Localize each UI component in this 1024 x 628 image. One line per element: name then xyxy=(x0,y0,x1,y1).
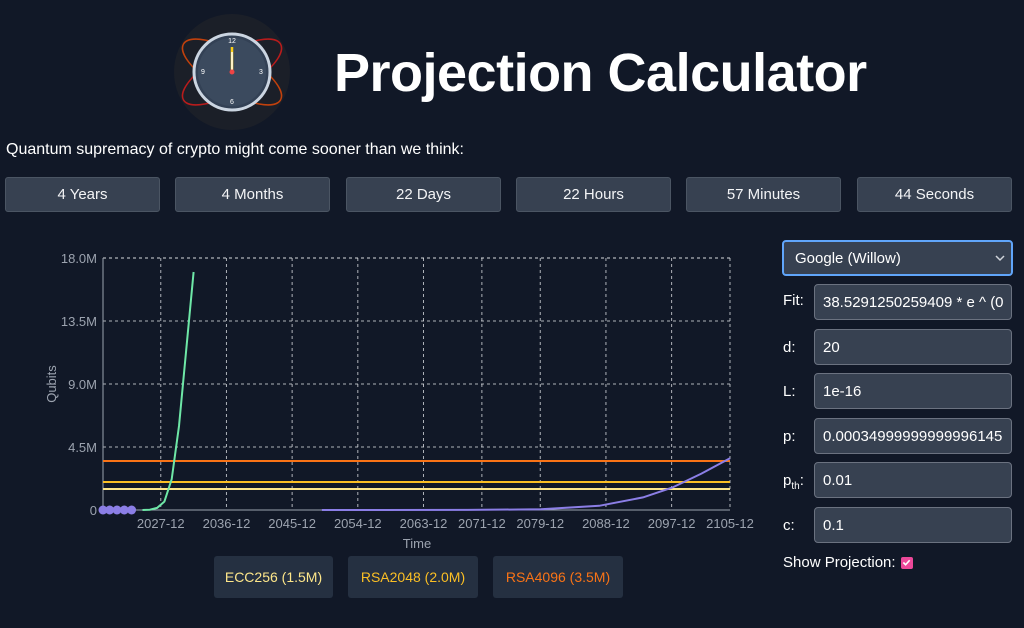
x-tick-label: 2105-12 xyxy=(706,516,754,531)
x-tick-label: 2036-12 xyxy=(203,516,251,531)
countdown-minutes: 57 Minutes xyxy=(686,177,841,212)
l-label: L: xyxy=(783,383,796,400)
show-projection-checkbox[interactable] xyxy=(900,556,913,569)
x-tick-label: 2088-12 xyxy=(582,516,630,531)
y-tick-label: 18.0M xyxy=(61,251,97,266)
show-projection[interactable]: Show Projection: xyxy=(783,554,913,571)
legend-ecc256-label: ECC256 (1.5M) xyxy=(224,569,323,585)
x-tick-label: 2071-12 xyxy=(458,516,506,531)
data-point xyxy=(112,505,122,515)
x-tick-label: 2054-12 xyxy=(334,516,382,531)
legend-ecc256[interactable]: ECC256 (1.5M) xyxy=(214,556,333,598)
x-tick-label: 2045-12 xyxy=(268,516,316,531)
y-tick-label: 0 xyxy=(90,503,97,518)
y-tick-label: 13.5M xyxy=(61,314,97,329)
d-input[interactable]: 20 xyxy=(814,329,1012,365)
y-tick-label: 4.5M xyxy=(68,440,97,455)
c-label: c: xyxy=(783,517,795,534)
y-tick-label: 9.0M xyxy=(68,377,97,392)
checkmark-icon xyxy=(902,559,911,566)
x-tick-label: 2097-12 xyxy=(648,516,696,531)
data-point xyxy=(119,505,129,515)
clock-numeral-9: 9 xyxy=(201,69,205,76)
x-tick-label: 2063-12 xyxy=(400,516,448,531)
pth-label: pth: xyxy=(783,472,804,492)
countdown-months: 4 Months xyxy=(175,177,330,212)
data-point xyxy=(98,505,108,515)
pth-label-colon: : xyxy=(799,472,804,489)
x-axis-label: Time xyxy=(403,536,431,551)
c-input[interactable]: 0.1 xyxy=(814,507,1012,543)
countdown-seconds: 44 Seconds xyxy=(857,177,1012,212)
countdown: 4 Years 4 Months 22 Days 22 Hours 57 Min… xyxy=(0,177,1024,212)
pth-label-main: p xyxy=(783,472,792,489)
legend-rsa2048-label: RSA2048 (2.0M) xyxy=(360,569,466,585)
show-projection-label: Show Projection: xyxy=(783,554,896,571)
page-title: Projection Calculator xyxy=(334,43,867,103)
x-tick-label: 2079-12 xyxy=(516,516,564,531)
countdown-hours: 22 Hours xyxy=(516,177,671,212)
x-tick-label: 2027-12 xyxy=(137,516,185,531)
clock-numeral-12: 12 xyxy=(228,38,236,45)
model-select-value: Google (Willow) xyxy=(795,249,901,267)
fit-label: Fit: xyxy=(783,292,804,309)
fit-input[interactable]: 38.5291250259409 * e ^ (0 xyxy=(814,284,1012,320)
chart-svg: 0 4.5M 9.0M 13.5M 18.0M 2027-12 2036-12 2045-12… xyxy=(44,251,754,551)
countdown-years: 4 Years xyxy=(5,177,160,212)
clock-numeral-6: 6 xyxy=(230,99,234,106)
data-point xyxy=(127,505,137,515)
legend-rsa4096-label: RSA4096 (3.5M) xyxy=(505,569,611,585)
pth-input[interactable]: 0.01 xyxy=(814,462,1012,498)
series-line-1 xyxy=(321,457,731,511)
d-label: d: xyxy=(783,339,796,356)
l-input[interactable]: 1e-16 xyxy=(814,373,1012,409)
legend-rsa4096[interactable]: RSA4096 (3.5M) xyxy=(493,556,623,598)
clock-icon: 12 3 6 9 xyxy=(172,12,292,132)
model-select[interactable]: Google (Willow) xyxy=(782,240,1013,276)
p-label: p: xyxy=(783,428,796,445)
data-point xyxy=(105,505,115,515)
countdown-days: 22 Days xyxy=(346,177,501,212)
y-axis-label: Qubits xyxy=(44,365,59,403)
projection-chart: 0 4.5M 9.0M 13.5M 18.0M 2027-12 2036-12 2045-12… xyxy=(0,236,770,556)
pth-label-sub: th xyxy=(791,481,800,492)
clock-numeral-3: 3 xyxy=(259,69,263,76)
p-input[interactable]: 0.00034999999999996145 xyxy=(814,418,1012,454)
subtitle: Quantum supremacy of crypto might come s… xyxy=(6,141,464,158)
chevron-down-icon xyxy=(995,255,1005,262)
series-line-0 xyxy=(142,271,195,511)
legend-rsa2048[interactable]: RSA2048 (2.0M) xyxy=(348,556,478,598)
